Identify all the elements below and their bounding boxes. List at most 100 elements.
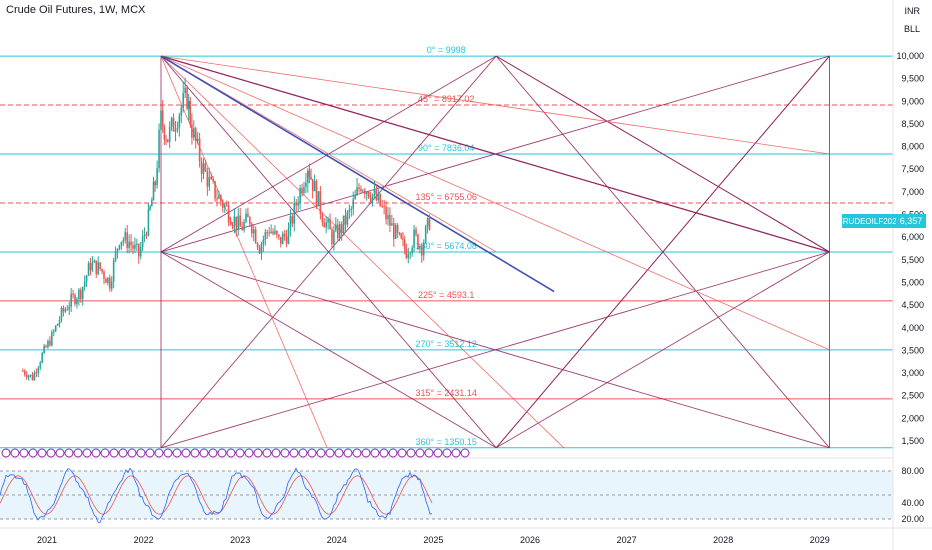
candle-body	[375, 189, 378, 201]
candle-body	[194, 128, 197, 141]
candle-body	[51, 332, 53, 346]
gann-fan-line	[160, 55, 830, 253]
gann-fan-line	[160, 55, 328, 448]
y-tick-label: 5,000	[901, 277, 924, 287]
candle-body	[35, 372, 38, 374]
candle-body	[198, 138, 201, 162]
event-marker	[64, 448, 74, 458]
event-marker	[91, 448, 101, 458]
candle-body	[76, 299, 78, 305]
event-marker	[397, 448, 407, 458]
event-marker	[19, 448, 29, 458]
candle-body	[200, 161, 203, 174]
candle-body	[56, 323, 59, 326]
gann-level-label: 45° = 8917.02	[418, 94, 474, 104]
candle-body	[49, 340, 51, 346]
event-marker	[334, 448, 344, 458]
candle-body	[342, 215, 345, 234]
candle-body	[274, 230, 276, 234]
candle-body	[110, 281, 113, 289]
candle-body	[387, 214, 389, 220]
y-tick-label: 5,500	[901, 255, 924, 265]
candle-body	[130, 241, 132, 246]
candle-body	[400, 233, 403, 239]
candle-body	[70, 293, 72, 307]
event-marker	[343, 448, 353, 458]
candle-body	[95, 260, 98, 275]
currency-label[interactable]: INR	[904, 6, 921, 16]
candle-body	[266, 232, 269, 234]
candle-body	[136, 243, 138, 245]
event-marker	[352, 448, 362, 458]
event-marker	[199, 448, 209, 458]
event-marker	[145, 448, 155, 458]
rsi-tick-label: 40.00	[901, 498, 924, 508]
event-marker	[181, 448, 191, 458]
gann-level-label: 0° = 9998	[427, 45, 466, 55]
gann-fan-line	[495, 251, 830, 449]
candle-body	[151, 200, 153, 207]
candle-body	[396, 225, 399, 233]
candle-body	[421, 245, 423, 256]
candle-body	[231, 224, 234, 226]
candle-body	[264, 232, 267, 240]
candle-body	[272, 231, 274, 234]
candle-body	[37, 367, 40, 373]
candle-body	[310, 176, 312, 180]
event-marker	[424, 448, 434, 458]
event-marker	[154, 448, 164, 458]
candle-body	[170, 117, 173, 127]
symbol-tag	[842, 214, 896, 229]
candle-body	[336, 224, 339, 239]
candle-body	[186, 87, 188, 109]
event-marker	[55, 448, 65, 458]
candle-body	[428, 217, 431, 230]
event-marker	[433, 448, 443, 458]
candle-body	[47, 340, 49, 348]
event-marker	[442, 448, 452, 458]
candle-body	[172, 117, 175, 132]
candle-body	[247, 213, 249, 218]
candle-body	[206, 171, 209, 187]
candle-body	[122, 240, 125, 242]
candle-body	[235, 216, 238, 230]
candle-body	[305, 182, 307, 187]
candle-body	[293, 202, 296, 224]
candle-body	[72, 293, 74, 296]
candle-body	[103, 271, 105, 279]
candle-body	[193, 128, 195, 138]
candle-body	[124, 232, 127, 241]
candle-body	[367, 191, 370, 198]
candle-body	[287, 228, 290, 244]
event-marker	[253, 448, 263, 458]
y-tick-label: 4,500	[901, 300, 924, 310]
candle-body	[33, 372, 36, 381]
candle-body	[208, 177, 211, 187]
candle-body	[335, 224, 337, 231]
candle-body	[93, 260, 96, 263]
x-tick-label: 2025	[423, 535, 443, 545]
candle-body	[237, 215, 240, 230]
candle-body	[139, 247, 142, 257]
candle-body	[189, 101, 192, 125]
candle-body	[297, 203, 299, 206]
candle-body	[327, 219, 329, 223]
candle-body	[31, 374, 34, 381]
candle-body	[417, 234, 419, 249]
x-tick-label: 2029	[810, 535, 830, 545]
trend-line	[160, 55, 555, 293]
candle-body	[344, 215, 347, 225]
candle-body	[196, 138, 199, 141]
candle-body	[405, 249, 408, 259]
candle-body	[126, 232, 128, 248]
y-tick-label: 9,000	[901, 96, 924, 106]
unit-label[interactable]: BLL	[903, 24, 920, 34]
candle-body	[295, 202, 298, 206]
candle-body	[120, 241, 123, 246]
candle-body	[178, 115, 181, 128]
event-marker	[10, 448, 20, 458]
gann-fan-line	[495, 55, 830, 449]
candle-body	[424, 226, 427, 243]
candle-body	[23, 370, 26, 375]
